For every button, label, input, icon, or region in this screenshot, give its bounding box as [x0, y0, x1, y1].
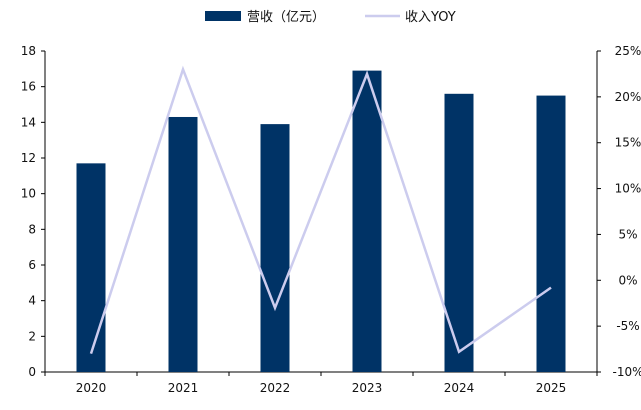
y2-tick-label: 0%: [618, 273, 637, 287]
y2-tick-label: 25%: [615, 44, 641, 58]
y2-tick-label: -5%: [616, 319, 639, 333]
y-tick-label: 18: [21, 44, 36, 58]
legend-bar-swatch: [205, 11, 241, 21]
y-tick-label: 16: [21, 80, 36, 94]
y2-tick-label: 10%: [615, 182, 641, 196]
y2-tick-label: 5%: [618, 227, 637, 241]
x-tick-label: 2020: [76, 381, 107, 395]
legend-bar-label: 营收（亿元）: [247, 10, 325, 25]
bar: [168, 116, 198, 372]
x-tick-label: 2024: [444, 381, 475, 395]
legend: 营收（亿元） 收入YOY: [205, 10, 456, 25]
x-tick-label: 2022: [260, 381, 291, 395]
y2-tick-label: 15%: [615, 136, 641, 150]
x-tick-label: 2025: [536, 381, 567, 395]
yoy-line: [89, 65, 552, 355]
bar: [260, 124, 290, 372]
y-tick-label: 0: [28, 365, 36, 379]
y-tick-label: 4: [28, 294, 36, 308]
y2-tick-label: -10%: [612, 365, 641, 379]
y-tick-label: 10: [21, 187, 36, 201]
bar: [536, 95, 566, 372]
y-tick-label: 6: [28, 258, 36, 272]
bar: [352, 70, 382, 372]
legend-line-label: 收入YOY: [405, 10, 456, 25]
x-tick-label: 2021: [168, 381, 199, 395]
bar: [76, 163, 106, 372]
x-tick-label: 2023: [352, 381, 383, 395]
y2-tick-label: 20%: [615, 90, 641, 104]
plot-area: 0 2 4 6 8 10 12 14 16 18 -10% -5% 0% 5% 10% 15% 20% 25% 20…: [21, 44, 641, 395]
y-tick-label: 2: [28, 329, 36, 343]
y-tick-label: 14: [21, 115, 36, 129]
y-tick-label: 12: [21, 151, 36, 165]
y-tick-label: 8: [28, 222, 36, 236]
bar: [444, 93, 474, 373]
